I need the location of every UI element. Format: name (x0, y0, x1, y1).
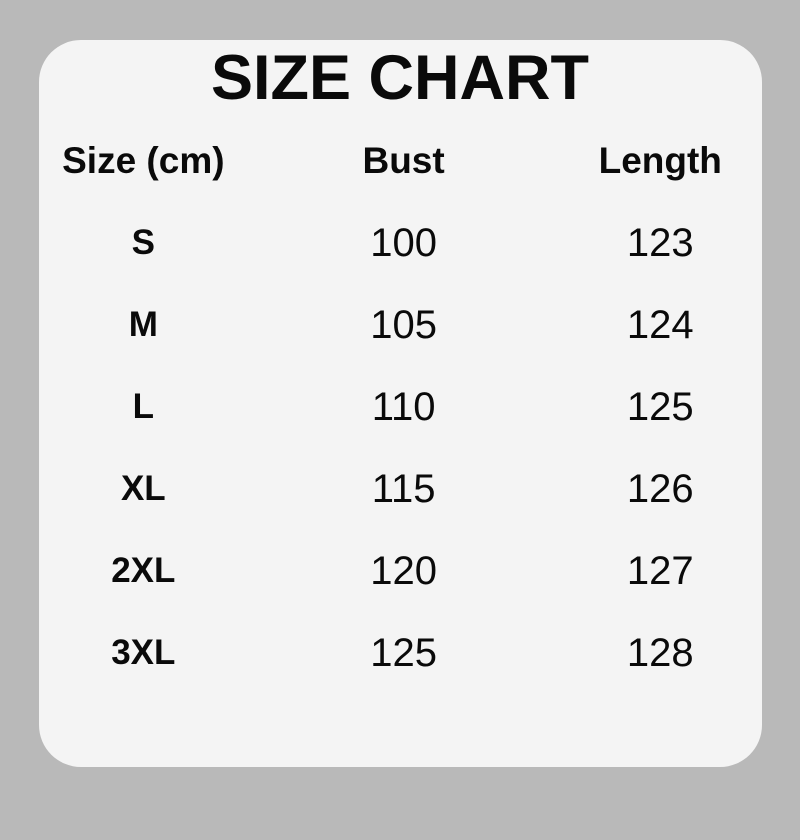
size-chart-card: SIZE CHART Size (cm) Bust Length S 100 1… (38, 40, 762, 767)
column-header-size: Size (cm) (62, 140, 225, 181)
size-label: L (132, 387, 155, 426)
bust-value: 125 (370, 630, 437, 675)
size-label: S (131, 223, 155, 262)
table-row-2xl: 2XL 120 127 (39, 530, 762, 612)
size-label: M (128, 305, 158, 344)
length-value: 123 (626, 220, 694, 265)
table-row-s: S 100 123 (39, 202, 762, 284)
bust-value: 100 (370, 220, 437, 265)
length-value: 127 (626, 548, 694, 593)
size-label: 2XL (111, 551, 176, 590)
length-value: 125 (626, 384, 694, 429)
bust-value: 110 (371, 384, 436, 429)
bust-value: 120 (370, 548, 437, 593)
table-header-row: Size (cm) Bust Length (39, 120, 762, 202)
table-row-xl: XL 115 126 (39, 448, 762, 530)
table-row-m: M 105 124 (39, 284, 762, 366)
size-label: XL (120, 469, 166, 508)
column-header-bust: Bust (362, 140, 445, 181)
table-row-3xl: 3XL 125 128 (39, 612, 762, 694)
column-header-length: Length (598, 140, 722, 181)
size-label: 3XL (111, 633, 176, 672)
length-value: 128 (626, 630, 694, 675)
bust-value: 105 (370, 302, 437, 347)
table-row-l: L 110 125 (39, 366, 762, 448)
length-value: 124 (626, 302, 694, 347)
bust-value: 115 (371, 466, 436, 511)
size-chart-table: Size (cm) Bust Length S 100 123 M 105 12… (39, 120, 762, 694)
size-chart-title: SIZE CHART (211, 43, 589, 113)
length-value: 126 (626, 466, 694, 511)
